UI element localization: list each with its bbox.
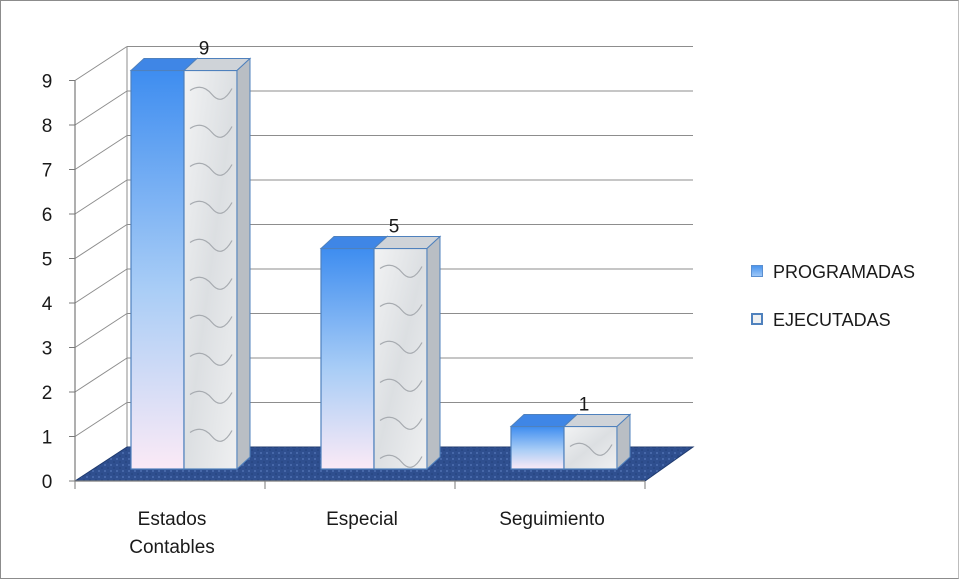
gridline-depth [74,313,128,348]
marble-vein [189,200,233,214]
bar-side-ejecutadas-1 [426,235,441,471]
bar-side-ejecutadas-0 [236,57,251,471]
y-tick-label-8: 8 [42,116,53,137]
legend-item-programadas: PROGRAMADAS [749,259,915,285]
marble-vein [379,264,423,278]
marble-vein [189,238,233,252]
y-tick-label-9: 9 [42,72,53,93]
y-tick-label-2: 2 [42,383,53,404]
x-tick-label-2-0: Seguimiento [499,509,605,530]
x-tick-label-1-0: Especial [326,509,398,530]
bar-ejecutadas-0 [183,69,238,470]
legend-label-ejecutadas: EJECUTADAS [773,310,891,330]
marble-vein [569,442,613,456]
marble-vein [379,378,423,392]
y-tick-label-4: 4 [42,294,53,315]
marble-vein [379,454,423,468]
marble-vein [189,390,233,404]
data-label-1: 5 [389,217,400,238]
bar-programadas-1 [320,247,375,470]
marble-vein [379,340,423,354]
y-tick-label-7: 7 [42,161,53,182]
bar-ejecutadas-2 [563,425,618,470]
marble-vein [379,416,423,430]
legend-swatch-programadas [751,265,763,277]
marble-vein [189,86,233,100]
gridline-depth [74,402,128,437]
y-tick-label-5: 5 [42,250,53,271]
x-tick-label-0-1: Contables [129,537,215,558]
gridline-depth [74,268,128,304]
marble-vein [189,352,233,366]
gridline-depth [74,135,128,170]
y-tick-label-3: 3 [42,339,53,360]
data-label-0: 9 [199,39,210,60]
legend-label-programadas: PROGRAMADAS [773,262,916,282]
marble-vein [189,276,233,290]
y-tick-label-1: 1 [42,428,53,449]
y-tick-label-6: 6 [42,205,53,226]
gridline-depth [74,224,128,259]
bar-programadas-0 [130,69,185,470]
gridline-depth [74,46,128,81]
x-tick-label-0-0: Estados [138,509,207,530]
marble-vein [189,124,233,138]
legend: PROGRAMADAS EJECUTADAS [749,259,915,355]
gridline-depth [74,179,128,215]
bar-programadas-2 [510,425,565,470]
y-tick-label-0: 0 [42,472,53,493]
marble-vein [189,314,233,328]
marble-vein [379,302,423,316]
gridline-depth [74,90,128,126]
gridline-depth [74,357,128,393]
data-label-2: 1 [579,395,590,416]
bar-side-ejecutadas-2 [616,413,631,471]
marble-vein [189,428,233,442]
marble-vein [189,162,233,176]
bar-ejecutadas-1 [373,247,428,470]
legend-item-ejecutadas: EJECUTADAS [749,307,915,333]
legend-swatch-ejecutadas [751,313,763,325]
